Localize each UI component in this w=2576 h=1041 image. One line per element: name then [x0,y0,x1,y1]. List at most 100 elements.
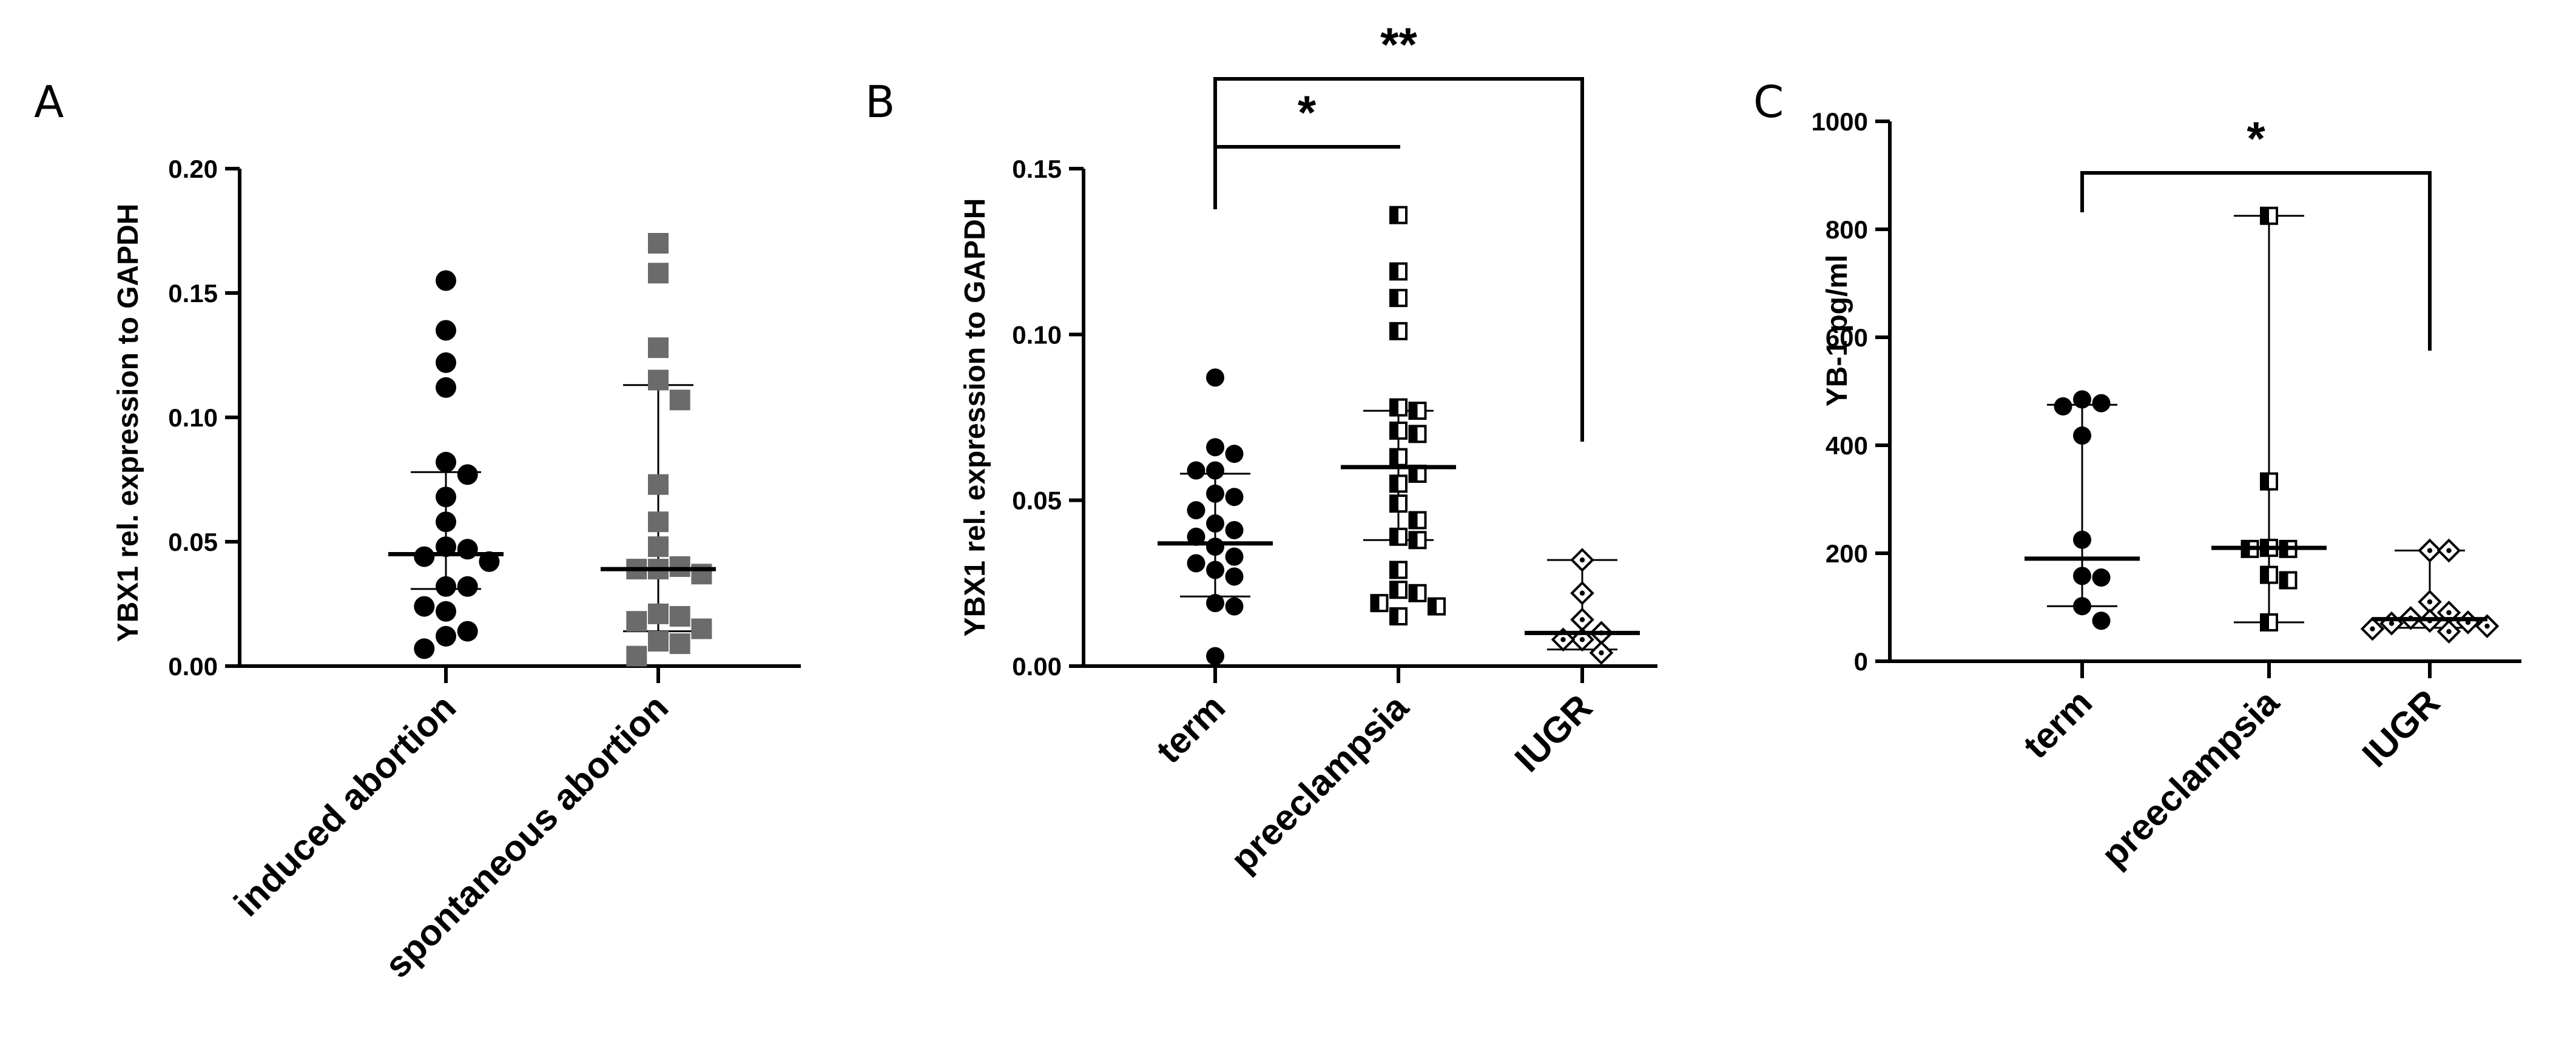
data-point [436,320,456,341]
data-point [414,596,435,617]
data-point-dot [1599,650,1604,656]
data-point [648,511,669,533]
data-point [436,625,456,647]
data-point [2092,611,2111,630]
panel-1-category-label: preeclampsia [1223,686,1417,880]
data-point [2092,568,2111,587]
data-point [1206,561,1224,579]
data-point [457,621,478,642]
data-point [1225,567,1244,586]
panel-0-category-label: induced abortion [226,687,464,924]
panel-2-y-tick-label: 1000 [1812,107,1868,136]
data-point [2054,397,2072,416]
data-point [414,546,435,567]
panel-2-category-label: term [2015,682,2100,766]
data-point-fill [1391,399,1398,416]
data-point [669,633,690,655]
panel-2-series-1 [2211,206,2327,632]
panel-2-y-tick-label: 600 [1826,323,1868,352]
panel-b-letter: B [865,76,895,127]
panel-1-series-2 [1525,548,1640,665]
data-point-fill [1391,207,1398,223]
panel-1-significance-bracket [1213,145,1400,209]
data-point [648,337,669,359]
data-point [1570,548,1594,572]
panel-2-series-2 [2360,538,2500,644]
data-point [1187,501,1205,520]
data-point [1389,527,1408,546]
data-point-fill [2261,473,2269,490]
data-point [1389,206,1408,224]
panel-2-y-tick-label: 200 [1826,539,1868,568]
data-point-dot [2446,610,2452,616]
data-point [648,474,669,495]
panel-b-y-axis-label: YBX1 rel. expression to GAPDH [959,198,991,637]
data-point [1206,368,1224,387]
data-point [414,638,435,659]
data-point [436,536,456,558]
data-point [648,263,669,284]
panel-1-significance-label: * [1298,86,1317,139]
panel-0-y-tick-label: 0.10 [168,403,218,432]
data-point-fill [2280,572,2288,588]
data-point-dot [1579,590,1585,596]
panel-1-series-0 [1158,368,1273,665]
data-point-fill [2261,207,2269,224]
data-point [1389,262,1408,281]
data-point [2456,610,2480,635]
data-point [436,576,456,597]
data-point [1389,581,1408,599]
data-point-dot [1579,557,1585,563]
data-point [1389,398,1408,417]
data-point-dot [2427,599,2433,605]
data-point [2436,538,2461,563]
data-point [1389,289,1408,308]
panel-2-series-0 [2025,390,2140,630]
data-point [1389,561,1408,579]
data-point [648,603,669,624]
data-point-fill [1391,562,1398,578]
panel-1-category-label: IUGR [1507,687,1600,780]
data-point [1389,448,1408,467]
panel-0-y-tick-label: 0.15 [168,279,218,308]
data-point [1389,607,1408,625]
data-point-fill [1409,426,1418,442]
data-point [436,451,456,473]
data-point-fill [1391,496,1398,512]
data-point [2260,565,2278,584]
data-point [1389,322,1408,340]
panel-1-y-tick-label: 0.10 [1012,320,1062,349]
data-point [1206,594,1224,613]
panel-1-significance-bracket [1213,77,1584,442]
data-point [1206,461,1224,480]
data-point [1408,402,1427,420]
data-point [2260,206,2278,225]
data-point [1428,597,1446,616]
data-point [436,511,456,533]
data-point [1570,581,1594,605]
data-point [2260,472,2278,491]
data-point [1206,537,1224,556]
panel-2-significance-label: * [2247,112,2265,165]
data-point-fill [1391,582,1398,598]
panel-a-y-axis-label: YBX1 rel. expression to GAPDH [112,204,144,642]
panel-2-y-tick-label: 400 [1826,431,1868,460]
data-point [2436,619,2461,644]
data-point [2092,394,2111,413]
panel-c-y-axis-label: YB-1 pg/ml [1821,255,1853,407]
data-point [1206,484,1224,503]
data-point-fill [1391,449,1398,465]
data-point [1408,584,1427,602]
data-point [436,352,456,373]
data-point-fill [1391,422,1398,439]
data-point [648,369,669,391]
data-point-dot [2389,621,2395,626]
data-point-fill [1371,595,1380,611]
data-point [691,618,712,639]
data-point-fill [1409,465,1418,482]
panel-0-y-tick-label: 0.00 [168,652,218,681]
data-point [1370,594,1389,613]
